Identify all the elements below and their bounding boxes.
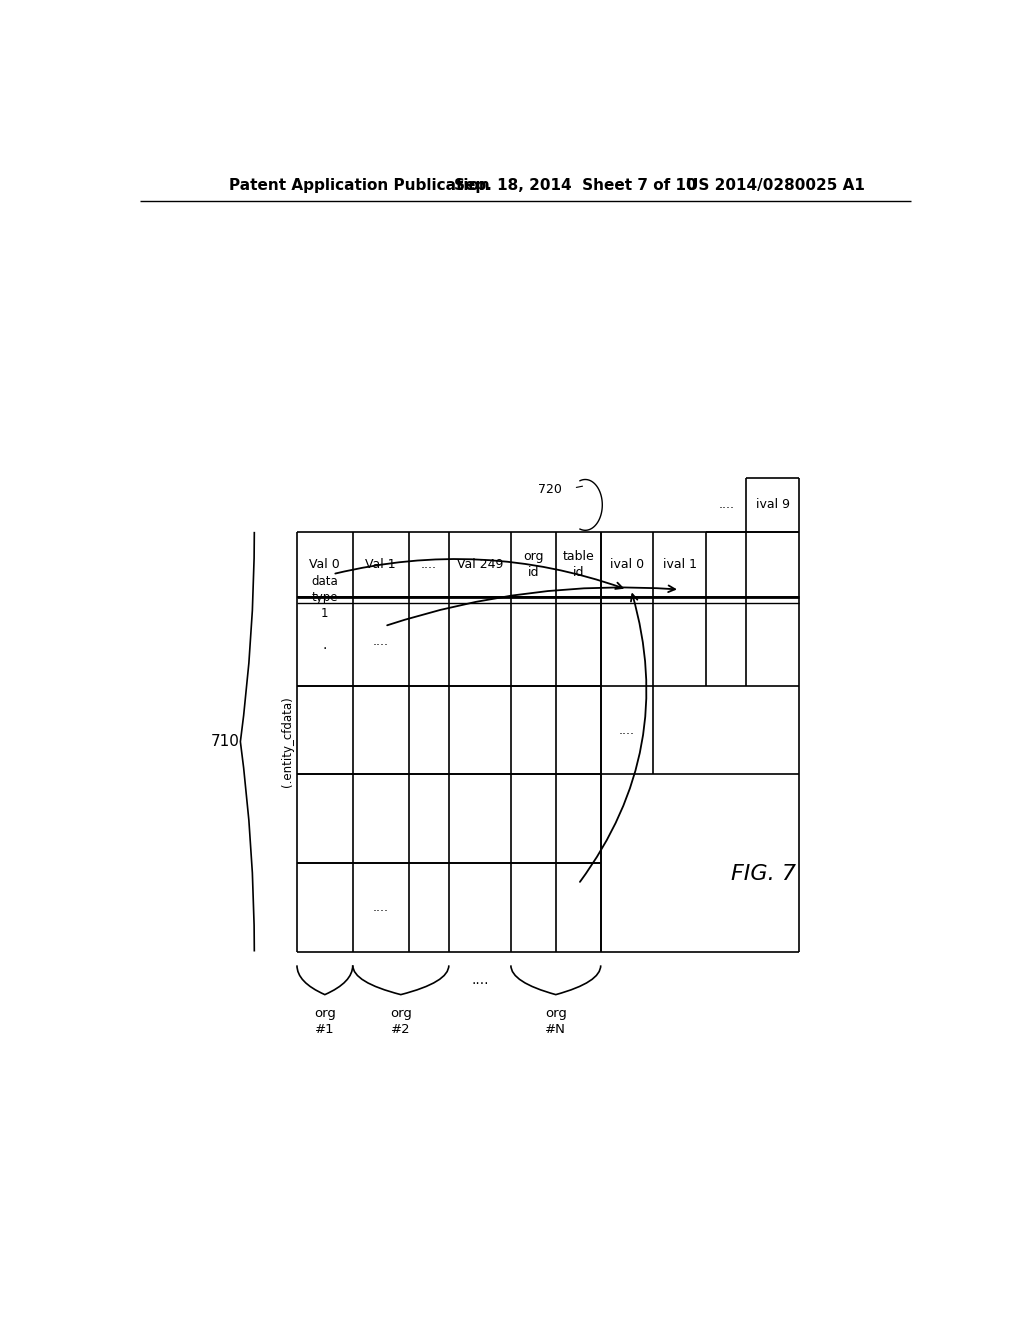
Text: org
#N: org #N [545, 1007, 566, 1036]
Text: (.entity_cfdata): (.entity_cfdata) [282, 697, 294, 787]
Text: ival 0: ival 0 [610, 558, 644, 572]
Text: ....: .... [373, 635, 389, 648]
Text: .: . [323, 639, 327, 652]
Text: 720: 720 [539, 483, 562, 496]
Text: FIG. 7: FIG. 7 [731, 865, 796, 884]
Text: Val 249: Val 249 [457, 558, 503, 572]
Text: org
id: org id [523, 550, 544, 579]
Text: data
type
1: data type 1 [311, 574, 338, 620]
Text: ival 1: ival 1 [663, 558, 696, 572]
Text: org
#2: org #2 [390, 1007, 412, 1036]
Text: ....: .... [421, 558, 436, 572]
Text: ....: .... [718, 499, 734, 511]
Text: Patent Application Publication: Patent Application Publication [228, 178, 489, 193]
Text: table
id: table id [562, 550, 594, 579]
Text: US 2014/0280025 A1: US 2014/0280025 A1 [686, 178, 865, 193]
Text: ival 9: ival 9 [756, 499, 790, 511]
Text: ....: .... [373, 900, 389, 913]
Text: ....: .... [471, 973, 488, 987]
Text: Sep. 18, 2014  Sheet 7 of 10: Sep. 18, 2014 Sheet 7 of 10 [454, 178, 696, 193]
Text: 710: 710 [211, 734, 240, 750]
Text: org
#1: org #1 [314, 1007, 336, 1036]
Text: Val 1: Val 1 [366, 558, 396, 572]
Text: Val 0: Val 0 [309, 558, 340, 572]
Text: ....: .... [620, 723, 635, 737]
